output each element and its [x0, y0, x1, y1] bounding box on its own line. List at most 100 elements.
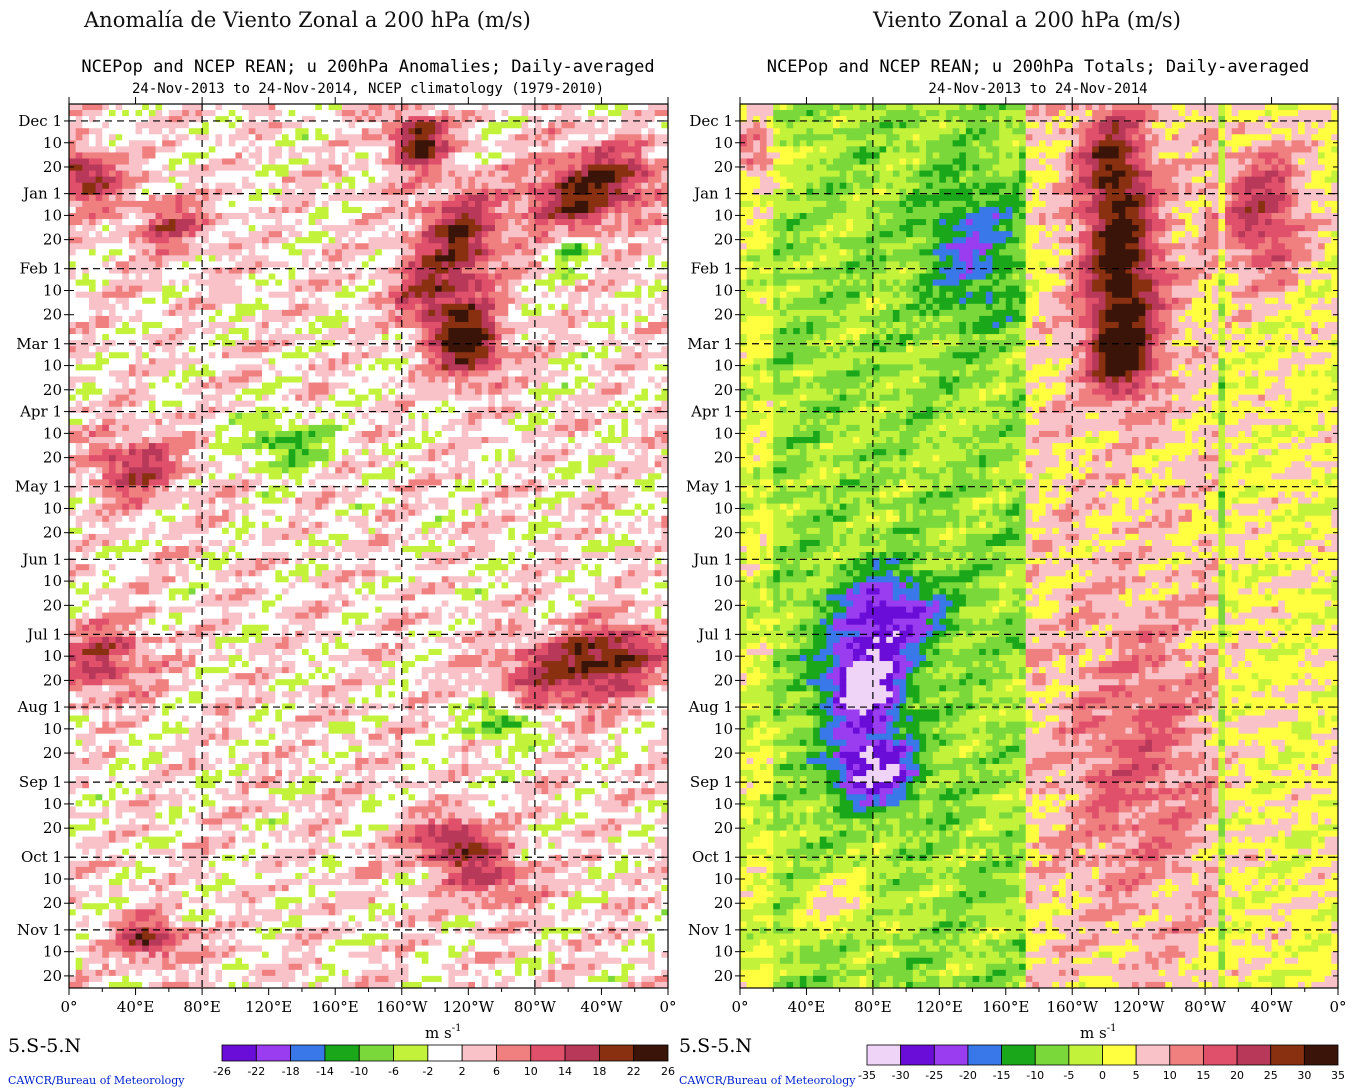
- anomaly-cell: [142, 152, 150, 160]
- anomaly-cell: [514, 255, 523, 263]
- anomaly-cell: [301, 309, 310, 317]
- anomaly-cell: [235, 249, 243, 256]
- anomaly-cell: [381, 412, 390, 420]
- anomaly-cell: [355, 134, 363, 141]
- anomaly-cell: [335, 382, 343, 390]
- anomaly-cell: [108, 122, 117, 129]
- anomaly-cell: [188, 267, 197, 275]
- anomaly-cell: [142, 164, 150, 172]
- anomaly-cell: [122, 116, 130, 123]
- anomaly-cell: [208, 334, 217, 341]
- anomaly-cell: [228, 146, 236, 154]
- anomaly-cell: [195, 279, 203, 287]
- anomaly-cell: [594, 358, 603, 365]
- anomaly-cell: [368, 430, 376, 438]
- anomaly-cell: [648, 418, 656, 426]
- anomaly-cell: [461, 382, 469, 390]
- anomaly-cell: [381, 297, 390, 305]
- anomaly-cell: [508, 122, 516, 129]
- anomaly-cell: [621, 334, 629, 341]
- anomaly-cell: [195, 128, 203, 135]
- anomaly-cell: [621, 164, 629, 172]
- anomaly-cell: [408, 358, 416, 365]
- anomaly-cell: [128, 158, 137, 166]
- anomaly-cell: [381, 212, 390, 220]
- anomaly-cell: [661, 418, 668, 426]
- anomaly-cell: [408, 261, 416, 269]
- anomaly-cell: [581, 297, 589, 305]
- anomaly-cell: [168, 352, 177, 359]
- anomaly-cell: [428, 110, 436, 117]
- anomaly-cell: [182, 279, 190, 287]
- anomaly-cell: [468, 382, 476, 390]
- anomaly-cell: [262, 418, 270, 426]
- anomaly-cell: [242, 249, 250, 256]
- anomaly-cell: [441, 116, 449, 123]
- anomaly-cell: [308, 388, 316, 396]
- anomaly-cell: [395, 309, 403, 317]
- anomaly-cell: [341, 140, 350, 147]
- anomaly-cell: [95, 237, 103, 244]
- anomaly-cell: [288, 273, 296, 281]
- anomaly-cell: [142, 303, 150, 311]
- anomaly-cell: [215, 303, 223, 311]
- anomaly-cell: [628, 152, 636, 160]
- anomaly-cell: [82, 297, 90, 305]
- anomaly-cell: [395, 249, 403, 256]
- anomaly-cell: [634, 376, 642, 384]
- anomaly-cell: [428, 158, 436, 166]
- anomaly-cell: [521, 255, 529, 263]
- anomaly-cell: [301, 122, 310, 129]
- anomaly-cell: [634, 430, 642, 438]
- anomaly-cell: [594, 158, 603, 166]
- anomaly-cell: [561, 315, 569, 323]
- anomaly-cell: [222, 267, 230, 275]
- anomaly-cell: [408, 394, 416, 402]
- anomaly-cell: [182, 376, 190, 384]
- anomaly-cell: [435, 358, 443, 365]
- anomaly-cell: [148, 188, 157, 196]
- anomaly-cell: [275, 104, 283, 111]
- anomaly-cell: [428, 194, 436, 202]
- anomaly-cell: [288, 231, 296, 238]
- anomaly-cell: [608, 158, 616, 166]
- anomaly-cell: [361, 382, 370, 390]
- anomaly-cell: [514, 134, 523, 141]
- anomaly-cell: [248, 370, 256, 378]
- anomaly-cell: [654, 176, 662, 184]
- anomaly-cell: [388, 315, 396, 323]
- anomaly-cell: [481, 116, 489, 123]
- anomaly-cell: [155, 128, 163, 135]
- anomaly-cell: [328, 418, 336, 426]
- anomaly-cell: [534, 219, 543, 226]
- anomaly-cell: [328, 285, 336, 293]
- anomaly-cell: [468, 388, 476, 396]
- anomaly-cell: [508, 152, 516, 160]
- anomaly-cell: [588, 364, 596, 372]
- anomaly-cell: [222, 346, 230, 353]
- anomaly-cell: [568, 285, 576, 293]
- anomaly-cell: [628, 418, 636, 426]
- anomaly-cell: [421, 352, 429, 359]
- anomaly-cell: [541, 382, 549, 390]
- anomaly-cell: [441, 412, 449, 420]
- anomaly-cell: [202, 388, 210, 396]
- anomaly-cell: [341, 255, 350, 263]
- anomaly-cell: [122, 146, 130, 154]
- anomaly-cell: [501, 231, 509, 238]
- anomaly-cell: [361, 176, 370, 184]
- anomaly-cell: [315, 400, 323, 408]
- anomaly-cell: [75, 152, 83, 160]
- anomaly-cell: [368, 243, 376, 250]
- anomaly-cell: [435, 328, 443, 335]
- anomaly-cell: [301, 267, 310, 275]
- anomaly-cell: [195, 237, 203, 244]
- anomaly-cell: [588, 237, 596, 244]
- anomaly-cell: [654, 285, 662, 293]
- anomaly-cell: [248, 249, 256, 256]
- anomaly-cell: [654, 400, 662, 408]
- anomaly-cell: [621, 406, 629, 414]
- anomaly-cell: [448, 321, 456, 329]
- anomaly-cell: [408, 273, 416, 281]
- anomaly-cell: [128, 104, 137, 111]
